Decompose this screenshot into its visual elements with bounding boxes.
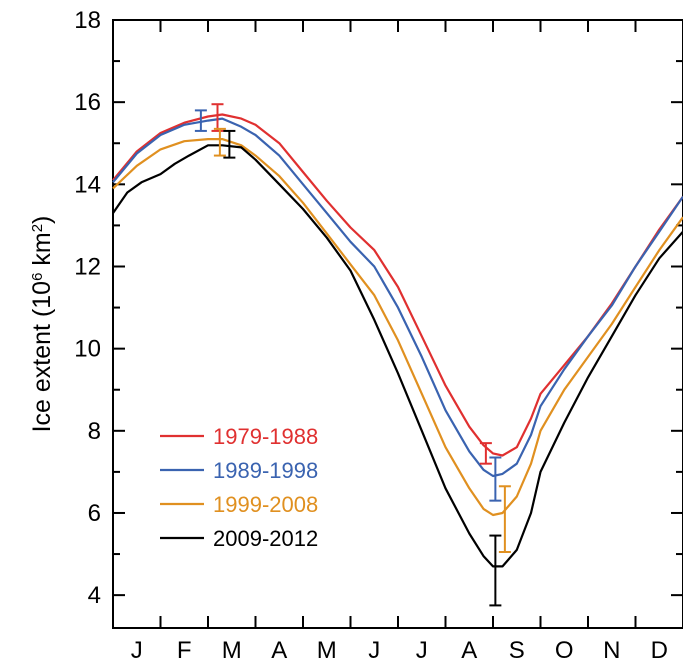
month-label: N	[603, 637, 620, 664]
legend-label: 2009-2012	[213, 526, 318, 551]
y-tick-label: 8	[88, 418, 101, 445]
month-label: J	[416, 637, 428, 664]
month-label: A	[461, 637, 477, 664]
legend-label: 1979-1988	[213, 424, 318, 449]
y-tick-label: 4	[88, 582, 101, 609]
y-tick-labels: 4 6 8 10 12 14 16 18	[74, 7, 101, 609]
month-label: D	[651, 637, 668, 664]
y-tick-label: 14	[74, 171, 101, 198]
month-label: A	[271, 637, 287, 664]
month-label: J	[131, 637, 143, 664]
month-label: M	[222, 637, 242, 664]
month-label: F	[177, 637, 192, 664]
y-tick-label: 12	[74, 253, 101, 280]
month-label: M	[317, 637, 337, 664]
legend-label: 1989-1998	[213, 458, 318, 483]
month-label: J	[368, 637, 380, 664]
y-axis-label: Ice extent (106 km2)	[28, 216, 56, 433]
y-tick-label: 18	[74, 7, 101, 34]
y-tick-label: 16	[74, 89, 101, 116]
month-label: O	[555, 637, 574, 664]
y-tick-label: 6	[88, 500, 101, 527]
y-tick-label: 10	[74, 336, 101, 363]
month-label: S	[509, 637, 525, 664]
legend-label: 1999-2008	[213, 492, 318, 517]
